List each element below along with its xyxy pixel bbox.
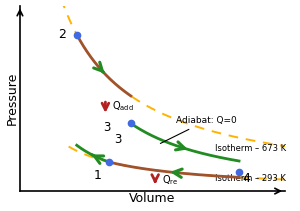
Text: 3: 3 bbox=[114, 133, 122, 146]
Y-axis label: Pressure: Pressure bbox=[6, 72, 19, 125]
Text: 1: 1 bbox=[93, 169, 101, 182]
Text: Isotherm – 673 K: Isotherm – 673 K bbox=[215, 144, 286, 153]
Text: Q$_\mathregular{re}$: Q$_\mathregular{re}$ bbox=[162, 173, 178, 187]
X-axis label: Volume: Volume bbox=[129, 192, 176, 206]
Text: Adiabat: Q=0: Adiabat: Q=0 bbox=[160, 116, 236, 143]
Text: Isotherm – 293 K: Isotherm – 293 K bbox=[215, 174, 286, 183]
Text: 2: 2 bbox=[58, 28, 66, 41]
Text: 4: 4 bbox=[243, 172, 251, 185]
Text: Q$_\mathregular{add}$: Q$_\mathregular{add}$ bbox=[112, 99, 134, 113]
Text: 3: 3 bbox=[103, 120, 110, 134]
